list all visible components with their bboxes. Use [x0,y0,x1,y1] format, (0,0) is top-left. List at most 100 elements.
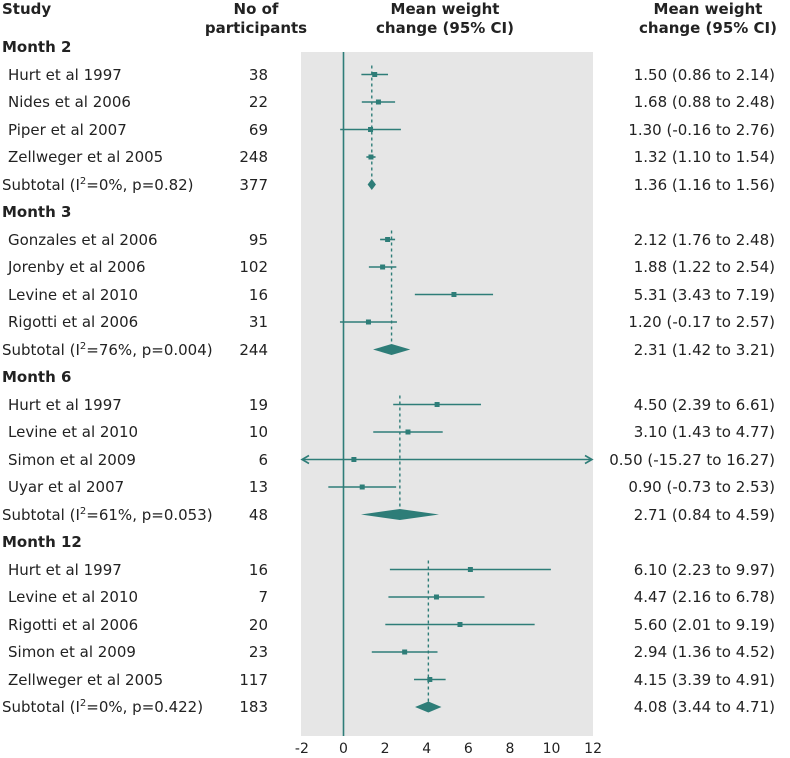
header-participants: No of participants [196,0,316,38]
ci-value: 1.88 (1.22 to 2.54) [633,258,775,276]
x-tick-label: -2 [295,741,309,757]
subtotal-label-post: =0%, p=0.82) [86,175,194,194]
subtotal-ci-value: 2.71 (0.84 to 4.59) [633,505,775,524]
subtotal-label-post: =76%, p=0.004) [86,340,213,359]
point-estimate [402,649,408,655]
study-label: Nides et al 2006 [8,93,131,111]
x-tick-label: 2 [381,741,390,757]
ci-value: 2.12 (1.76 to 2.48) [633,230,775,249]
participants-count: 19 [248,395,268,414]
ci-value: 6.10 (2.23 to 9.97) [633,560,775,579]
ci-arrow-left [300,454,310,465]
study-label: Hurt et al 1997 [8,395,122,414]
subtotal-label: Subtotal (I2=0%, p=0.82) [2,176,194,195]
point-estimate [380,264,386,270]
subtotal-label-superscript: 2 [79,698,87,709]
x-tick-label: 8 [505,741,514,757]
study-label: Zellweger et al 2005 [8,148,164,166]
subtotal-label: Subtotal (I2=0%, p=0.422) [2,698,203,717]
participants-count: 13 [248,478,268,496]
ci-value: 0.50 (-15.27 to 16.27) [609,450,775,469]
section-heading: Month 12 [2,533,82,551]
ci-value: 1.32 (1.10 to 1.54) [633,148,775,166]
subtotal-ci-value: 1.36 (1.16 to 1.56) [633,175,775,194]
header-participants-line1: No of [233,0,279,18]
ci-value: 1.20 (-0.17 to 2.57) [628,313,775,331]
ci-value: 4.47 (2.16 to 6.78) [633,588,775,606]
header-study: Study [2,0,51,19]
study-label: Zellweger et al 2005 [8,670,164,689]
point-estimate [351,457,357,462]
study-label: Piper et al 2007 [8,120,127,139]
ci-value: 5.31 (3.43 to 7.19) [633,285,775,304]
study-label: Simon et al 2009 [8,450,136,469]
participants-count: 20 [248,615,268,634]
header-ci-line1: Mean weight [653,0,763,18]
subtotal-label-post: =61%, p=0.053) [86,505,213,524]
participants-count: 38 [248,65,268,84]
participants-count: 95 [248,230,268,249]
ci-value: 1.50 (0.86 to 2.14) [633,65,775,84]
participants-count: 7 [258,588,268,606]
ci-value: 0.90 (-0.73 to 2.53) [628,478,775,496]
subtotal-participants: 377 [239,175,268,194]
section-heading: Month 3 [2,203,72,221]
point-estimate [368,154,374,160]
pooled-diamond [373,344,411,355]
participants-count: 31 [248,313,268,331]
x-tick-label: 4 [422,741,431,757]
point-estimate [375,99,381,105]
participants-count: 23 [248,643,268,661]
subtotal-participants: 48 [248,505,268,524]
participants-count: 248 [239,148,268,166]
subtotal-label: Subtotal (I2=61%, p=0.053) [2,506,213,525]
ci-value: 1.68 (0.88 to 2.48) [633,93,775,111]
participants-count: 22 [248,93,268,111]
ci-value: 4.50 (2.39 to 6.61) [633,395,775,414]
participants-count: 6 [258,450,268,469]
subtotal-label: Subtotal (I2=76%, p=0.004) [2,341,213,360]
point-estimate [372,72,378,77]
header-plot-line1: Mean weight [390,0,500,18]
ci-value: 5.60 (2.01 to 9.19) [633,615,775,634]
point-estimate [405,429,411,435]
header-study-label: Study [2,0,52,18]
section-heading: Month 6 [2,368,72,386]
ci-value: 3.10 (1.43 to 4.77) [633,423,775,441]
subtotal-label-post: =0%, p=0.422) [86,698,204,716]
point-estimate [457,622,463,627]
point-estimate [365,319,371,325]
subtotal-ci-value: 4.08 (3.44 to 4.71) [633,698,775,716]
point-estimate [385,237,391,242]
participants-count: 16 [248,560,268,579]
pooled-diamond [360,509,439,520]
header-participants-line2: participants [204,19,308,37]
header-plot-line2: change (95% CI) [376,19,514,37]
header-ci: Mean weight change (95% CI) [628,0,788,38]
study-label: Rigotti et al 2006 [8,313,139,331]
subtotal-label-pre: Subtotal (I [2,340,80,359]
pooled-diamond [415,701,442,713]
point-estimate [359,484,365,490]
x-tick-label: 0 [339,741,348,757]
subtotal-label-superscript: 2 [79,340,87,352]
point-estimate [427,677,433,682]
point-estimate [368,127,374,132]
study-label: Jorenby et al 2006 [8,258,146,276]
point-estimate [467,567,473,572]
subtotal-label-pre: Subtotal (I [2,175,80,194]
subtotal-label-superscript: 2 [79,505,87,517]
ci-arrow-right [584,454,594,465]
participants-count: 102 [239,258,268,276]
subtotal-participants: 183 [239,698,268,716]
header-plot: Mean weight change (95% CI) [365,0,525,38]
subtotal-ci-value: 2.31 (1.42 to 3.21) [633,340,775,359]
study-label: Gonzales et al 2006 [8,230,158,249]
subtotal-label-pre: Subtotal (I [2,505,80,524]
x-tick-label: 6 [464,741,473,757]
participants-count: 69 [248,120,268,139]
x-tick-label: 12 [584,741,602,757]
study-label: Levine et al 2010 [8,285,139,304]
